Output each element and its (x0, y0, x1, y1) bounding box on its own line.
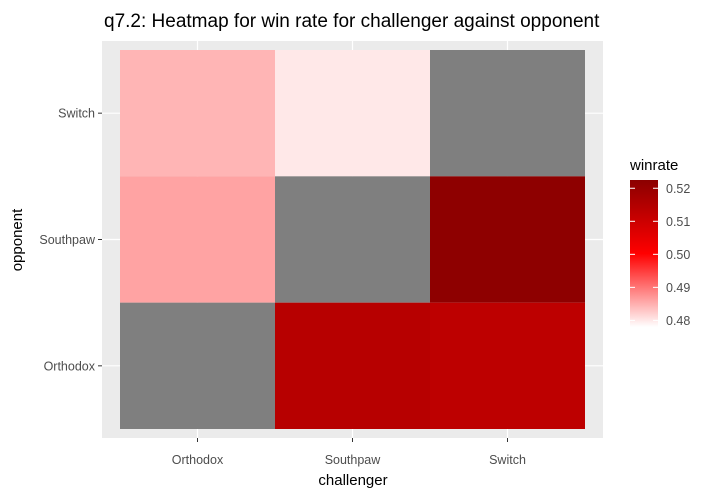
legend-colorbar (630, 180, 658, 327)
x-axis-title: challenger (318, 472, 387, 489)
y-axis-title: opponent (9, 208, 26, 271)
heatmap-cell (430, 302, 585, 429)
legend-tick-label: 0.51 (666, 215, 690, 229)
y-tick-label: Orthodox (44, 359, 96, 373)
chart-title: q7.2: Heatmap for win rate for challenge… (104, 11, 600, 32)
legend-tick-label: 0.52 (666, 182, 690, 196)
x-tick-label: Orthodox (172, 453, 224, 467)
heatmap-cells (120, 50, 585, 429)
y-axis-ticks: Orthodox Southpaw Switch (39, 107, 102, 373)
legend-tick-label: 0.49 (666, 281, 690, 295)
heatmap-cell (120, 50, 275, 177)
legend-ticks: 0.48 0.49 0.50 0.51 0.52 (630, 182, 690, 328)
x-tick-label: Switch (489, 453, 526, 467)
heatmap-cell (120, 302, 275, 429)
heatmap-cell (275, 50, 430, 177)
heatmap-cell (120, 176, 275, 303)
y-tick-label: Southpaw (39, 233, 96, 247)
heatmap-cell (275, 302, 430, 429)
x-axis-ticks: Orthodox Southpaw Switch (172, 438, 526, 467)
heatmap-cell (430, 176, 585, 303)
heatmap-cell (275, 176, 430, 303)
heatmap-cell (430, 50, 585, 177)
legend-tick-label: 0.48 (666, 314, 690, 328)
color-legend: winrate 0.48 0.49 0.50 0.51 0.52 (629, 157, 690, 328)
x-tick-label: Southpaw (325, 453, 382, 467)
y-tick-label: Switch (58, 107, 95, 121)
legend-tick-label: 0.50 (666, 248, 690, 262)
legend-title: winrate (629, 157, 678, 174)
